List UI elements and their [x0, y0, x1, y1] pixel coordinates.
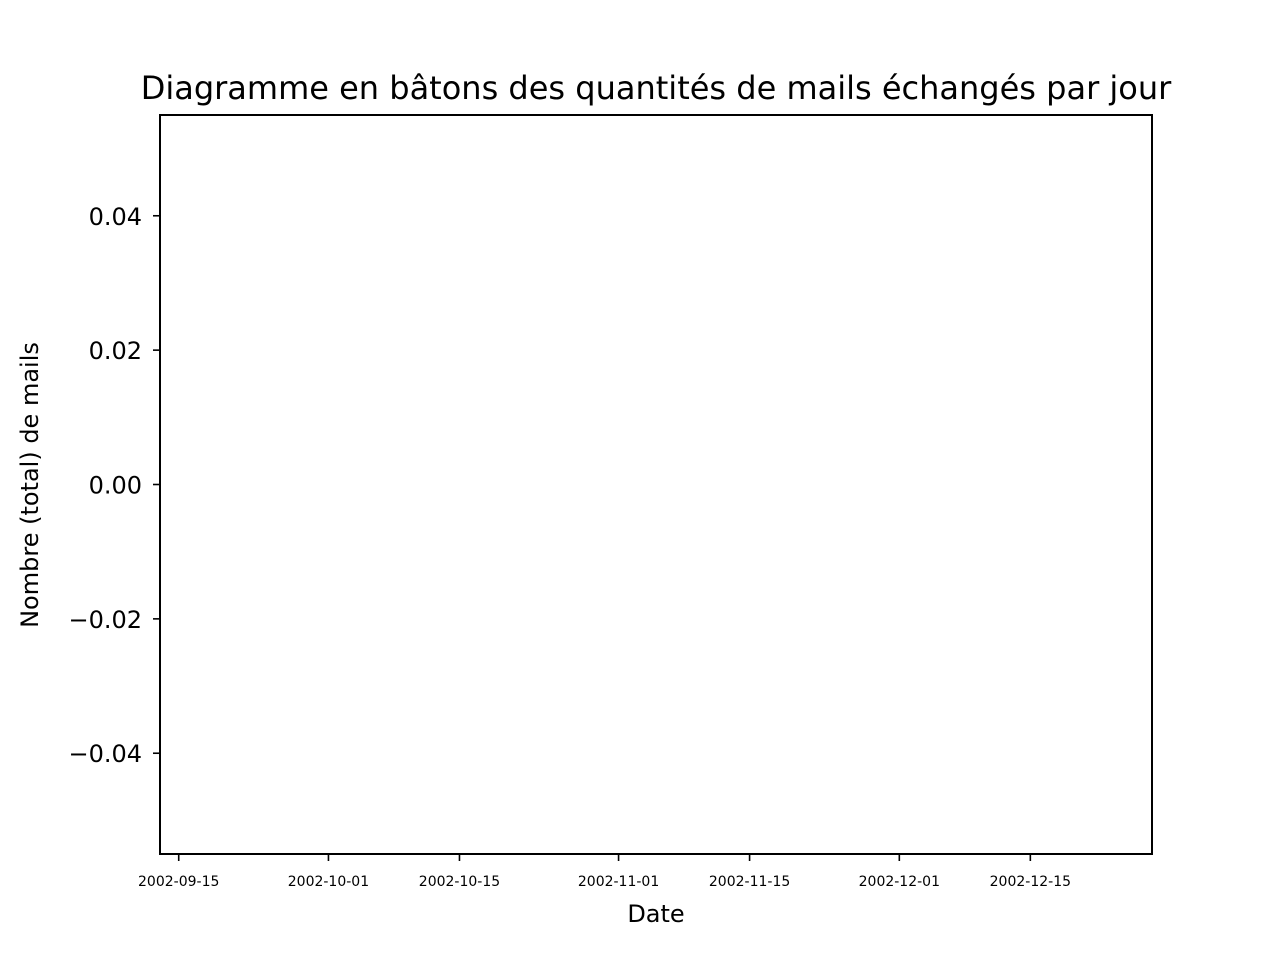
- y-tick-label: 0.00: [89, 472, 142, 500]
- x-tick-label: 2002-12-01: [859, 874, 940, 890]
- x-tick-label: 2002-12-15: [990, 874, 1071, 890]
- x-tick-label: 2002-11-15: [709, 874, 790, 890]
- x-tick-label: 2002-11-01: [578, 874, 659, 890]
- plot-area-frame: [159, 114, 1153, 855]
- y-axis: 0.04 0.02 0.00 −0.02 −0.04: [68, 203, 160, 768]
- y-axis-label: Nombre (total) de mails: [16, 342, 44, 628]
- chart-title: Diagramme en bâtons des quantités de mai…: [141, 69, 1172, 107]
- x-tick-label: 2002-09-15: [138, 874, 219, 890]
- x-axis: 2002-09-15 2002-10-01 2002-10-15 2002-11-01…: [138, 854, 1071, 890]
- y-tick-label: −0.02: [68, 606, 142, 634]
- x-axis-label: Date: [627, 900, 684, 928]
- x-tick-label: 2002-10-01: [288, 874, 369, 890]
- y-tick-label: 0.04: [89, 203, 142, 231]
- y-tick-label: 0.02: [89, 337, 142, 365]
- x-tick-label: 2002-10-15: [419, 874, 500, 890]
- y-tick-label: −0.04: [68, 740, 142, 768]
